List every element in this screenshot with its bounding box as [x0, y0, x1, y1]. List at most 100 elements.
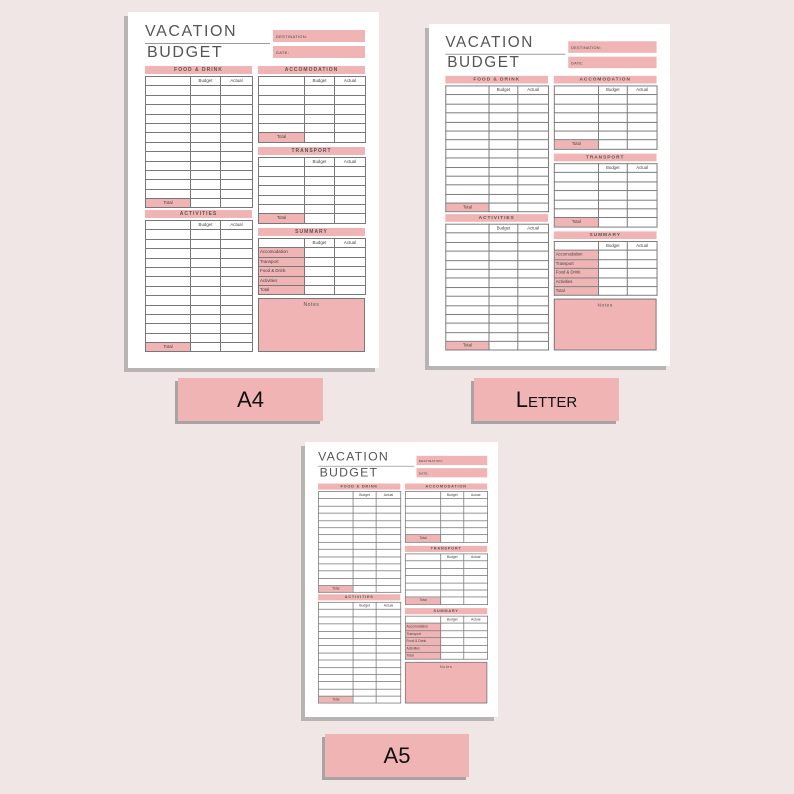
- header-actual: Actual: [334, 237, 366, 249]
- header-budget: Budget: [597, 85, 628, 96]
- item-cell: [318, 570, 354, 579]
- table-header-row: Budget Actual: [553, 85, 658, 96]
- budget-cell: [352, 652, 377, 661]
- actual-cell: [517, 193, 550, 204]
- actual-cell: [220, 169, 253, 181]
- item-cell: [318, 556, 354, 565]
- row-label: Total: [258, 284, 305, 296]
- total-actual-cell: [517, 202, 550, 213]
- table-header-row: Budget Actual: [145, 75, 253, 87]
- table-row: [318, 623, 402, 632]
- item-cell: [145, 238, 191, 250]
- actual-cell: [517, 322, 550, 333]
- budget-cell: [488, 268, 519, 279]
- table-row: [145, 285, 253, 297]
- header-cell-blank: [258, 156, 305, 168]
- table-row: Total: [404, 651, 489, 660]
- total-label: Total: [258, 213, 305, 224]
- budget-cell: [597, 268, 628, 279]
- item-cell: [318, 498, 354, 507]
- actual-cell: [334, 113, 366, 124]
- destination-field: DESTINATION:: [416, 455, 488, 466]
- budget-cell: [352, 666, 377, 675]
- budget-cell: [304, 256, 335, 268]
- item-cell: [145, 266, 191, 278]
- actual-cell: [626, 121, 658, 132]
- header-budget: Budget: [352, 601, 377, 610]
- budget-cell: [190, 104, 221, 115]
- food-drink-header: FOOD & DRINK: [145, 66, 252, 74]
- budget-cell: [352, 616, 377, 625]
- actual-cell: [334, 175, 366, 187]
- table-row: Activities: [258, 275, 366, 286]
- budget-cell: [488, 241, 519, 252]
- table-row: [445, 322, 550, 333]
- item-cell: [445, 193, 490, 204]
- item-cell: [145, 295, 191, 306]
- budget-cell: [440, 589, 465, 598]
- item-cell: [445, 139, 490, 150]
- actual-cell: [334, 122, 366, 134]
- budget-cell: [304, 203, 335, 215]
- item-cell: [318, 645, 354, 654]
- table-row: [404, 498, 489, 507]
- actual-cell: [626, 112, 658, 123]
- total-budget-cell: [597, 217, 628, 228]
- budget-cell: [190, 332, 221, 344]
- planner-page: VACATION BUDGET DESTINATION: DATE: FOOD & DR…: [305, 442, 498, 717]
- item-cell: [318, 527, 354, 536]
- budget-cell: [304, 175, 335, 187]
- actual-cell: [517, 94, 550, 105]
- budget-cell: [597, 121, 628, 132]
- item-cell: [258, 203, 305, 215]
- table-row: [258, 104, 366, 115]
- table-row: [258, 185, 366, 196]
- table-row: [318, 681, 402, 690]
- table-row: [445, 250, 550, 261]
- title-divider: [145, 43, 270, 44]
- table-row: [445, 286, 550, 297]
- item-cell: [145, 122, 191, 134]
- item-cell: [404, 505, 442, 514]
- item-cell: [553, 112, 599, 123]
- size-label: Letter: [474, 378, 619, 421]
- item-cell: [553, 94, 599, 105]
- item-cell: [553, 130, 599, 141]
- budget-cell: [488, 322, 519, 333]
- budget-cell: [488, 232, 519, 243]
- header-cell-blank: [404, 491, 442, 500]
- table-row: [318, 498, 402, 507]
- table-row: [445, 121, 550, 132]
- budget-cell: [597, 103, 628, 114]
- budget-cell: [597, 277, 628, 288]
- header-actual: Actual: [517, 85, 550, 96]
- table-row: [404, 567, 489, 576]
- actual-cell: [375, 659, 402, 668]
- item-cell: [318, 688, 354, 697]
- total-row: Total: [145, 342, 253, 353]
- activities-header: ACTIVITIES: [145, 210, 252, 218]
- header-cell-blank: [318, 491, 354, 500]
- table-row: [445, 139, 550, 150]
- table-row: [445, 241, 550, 252]
- table-row: [145, 160, 253, 171]
- table-row: [145, 323, 253, 334]
- item-cell: [145, 248, 191, 259]
- item-cell: [445, 157, 490, 168]
- item-cell: [445, 184, 490, 195]
- table-row: [318, 666, 402, 675]
- budget-cell: [440, 527, 465, 536]
- table-header-row: Budget Actual: [258, 156, 366, 168]
- budget-cell: [597, 130, 628, 141]
- table-row: [404, 575, 489, 584]
- actual-cell: [463, 575, 489, 584]
- total-actual-cell: [517, 340, 550, 351]
- budget-cell: [597, 172, 628, 183]
- item-cell: [318, 541, 354, 550]
- table-row: [404, 512, 489, 521]
- actual-cell: [626, 172, 658, 183]
- actual-cell: [220, 266, 253, 278]
- budget-cell: [597, 208, 628, 219]
- planner-page: VACATION BUDGET DESTINATION: DATE: FOOD & DR…: [429, 24, 670, 366]
- budget-cell: [304, 275, 335, 286]
